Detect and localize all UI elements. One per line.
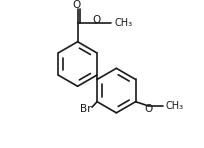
Text: CH₃: CH₃ xyxy=(166,101,184,111)
Text: O: O xyxy=(73,0,81,10)
Text: Br: Br xyxy=(80,104,91,114)
Text: O: O xyxy=(144,104,153,114)
Text: CH₃: CH₃ xyxy=(114,18,132,28)
Text: O: O xyxy=(92,15,100,25)
